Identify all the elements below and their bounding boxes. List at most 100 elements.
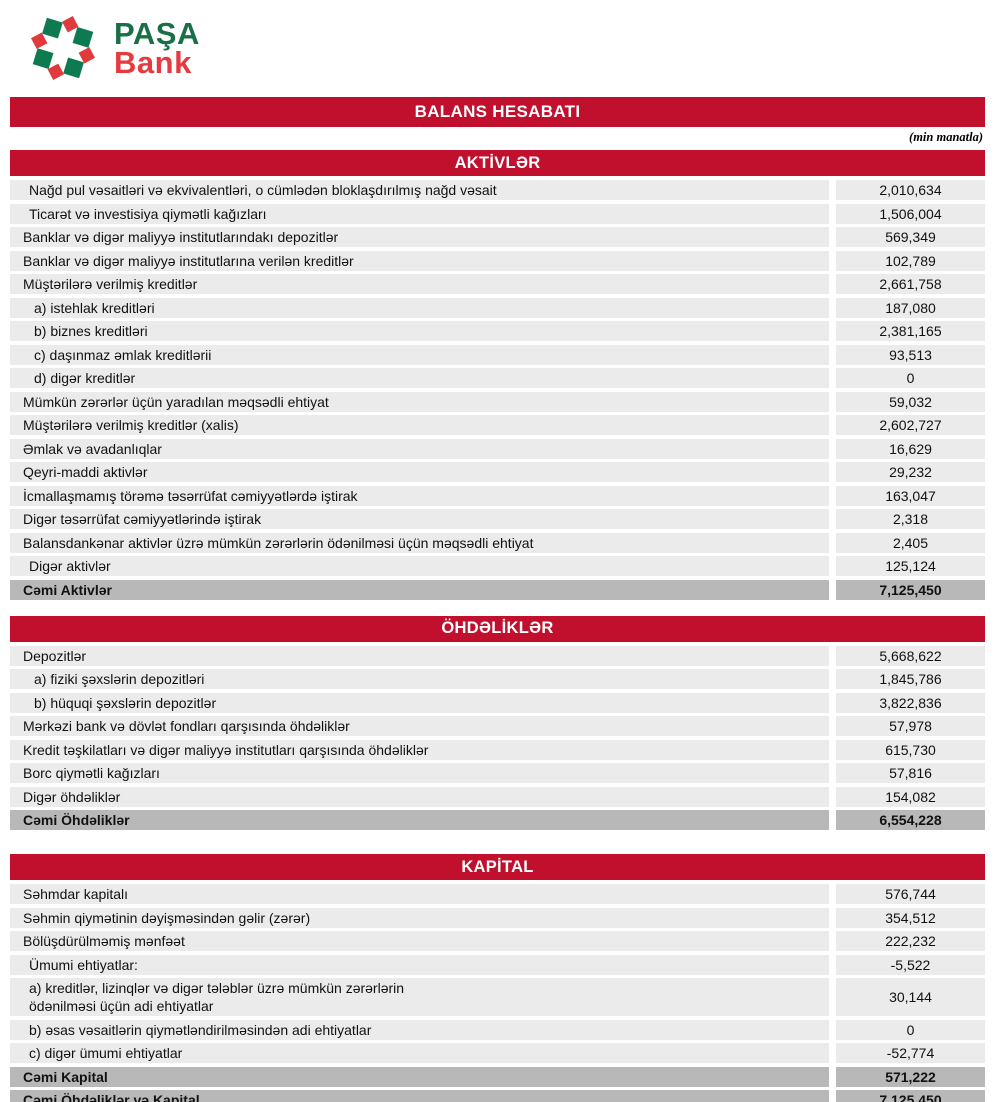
table-row: b) əsas vəsaitlərin qiymətləndirilməsind… [10,1019,985,1040]
table-row: Mərkəzi bank və dövlət fondları qarşısın… [10,716,985,736]
table-row: b) biznes kreditləri 2,381,165 [10,321,985,341]
total-row: Cəmi Kapital 571,222 [10,1066,985,1087]
row-label: Müştərilərə verilmiş kreditlər [10,274,829,294]
row-value: 187,080 [836,297,985,318]
row-value: 569,349 [836,227,985,247]
row-value: 222,232 [836,931,985,951]
table-row: Bölüşdürülməmiş mənfəət 222,232 [10,931,985,951]
row-label: b) biznes kreditləri [10,321,829,341]
row-value: -5,522 [836,954,985,975]
total-row-value: 7,125,450 [836,579,985,600]
table-row: c) daşınmaz əmlak kreditlərii 93,513 [10,344,985,365]
row-label: Əmlak və avadanlıqlar [10,438,829,459]
table-row: Digər aktivlər 125,124 [10,556,985,576]
table-row: c) digər ümumi ehtiyatlar -52,774 [10,1043,985,1063]
section-header: KAPİTAL [10,854,985,880]
row-label: Digər öhdəliklər [10,786,829,807]
row-value: 354,512 [836,907,985,928]
row-label: Depozitlər [10,645,829,666]
row-label: Mərkəzi bank və dövlət fondları qarşısın… [10,716,829,736]
row-value: 57,816 [836,763,985,783]
table-row: Depozitlər 5,668,622 [10,645,985,666]
row-value: 125,124 [836,556,985,576]
row-value: 163,047 [836,485,985,506]
table-row: Digər öhdəliklər 154,082 [10,786,985,807]
row-label: a) istehlak kreditləri [10,297,829,318]
row-label: b) əsas vəsaitlərin qiymətləndirilməsind… [10,1019,829,1040]
row-value: 2,010,634 [836,180,985,200]
row-value: -52,774 [836,1043,985,1063]
row-label: Kredit təşkilatları və digər maliyyə ins… [10,739,829,760]
table-row: Müştərilərə verilmiş kreditlər (xalis) 2,… [10,415,985,435]
row-value: 2,318 [836,509,985,529]
table-row: a) istehlak kreditləri 187,080 [10,297,985,318]
row-value: 30,144 [836,978,985,1016]
table-row: Banklar və digər maliyyə institutlarında… [10,227,985,247]
row-value: 576,744 [836,884,985,904]
total-row-label: Cəmi Aktivlər [10,579,829,600]
row-value: 5,668,622 [836,645,985,666]
total-row: Cəmi Öhdəliklər və Kapital 7,125,450 [10,1090,985,1102]
total-row-label: Cəmi Kapital [10,1066,829,1087]
row-label: Qeyri-maddi aktivlər [10,462,829,482]
section-1: AKTİVLƏR Nağd pul vəsaitləri və ekvivalen… [10,150,985,600]
table-row: Banklar və digər maliyyə institutlarına … [10,250,985,271]
table-row: Kredit təşkilatları və digər maliyyə ins… [10,739,985,760]
report-title-bar: BALANS HESABATI [10,97,985,127]
table-row: a) kreditlər, lizinqlər və digər tələblə… [10,978,985,1016]
row-value: 59,032 [836,391,985,412]
row-value: 102,789 [836,250,985,271]
row-value: 2,602,727 [836,415,985,435]
row-value: 2,405 [836,532,985,553]
bank-logo-text: PAŞA Bank [114,16,200,80]
row-label: Ticarət və investisiya qiymətli kağızlar… [10,203,829,224]
row-label: Borc qiymətli kağızları [10,763,829,783]
bank-brand-header: PAŞA Bank [0,0,1000,97]
table-row: Borc qiymətli kağızları 57,816 [10,763,985,783]
table-row: Mümkün zərərlər üçün yaradılan məqsədli … [10,391,985,412]
table-row: Qeyri-maddi aktivlər 29,232 [10,462,985,482]
total-row-value: 571,222 [836,1066,985,1087]
table-row: Müştərilərə verilmiş kreditlər 2,661,758 [10,274,985,294]
row-label: Nağd pul vəsaitləri və ekvivalentləri, o… [10,180,829,200]
unit-note: (min manatla) [909,130,983,144]
table-row: Ticarət və investisiya qiymətli kağızlar… [10,203,985,224]
row-label: Müştərilərə verilmiş kreditlər (xalis) [10,415,829,435]
row-label: Digər aktivlər [10,556,829,576]
total-row: Cəmi Aktivlər 7,125,450 [10,579,985,600]
section-header: AKTİVLƏR [10,150,985,176]
row-label: b) hüquqi şəxslərin depozitlər [10,692,829,713]
table-row: Balansdankənar aktivlər üzrə mümkün zərə… [10,532,985,553]
row-value: 1,506,004 [836,203,985,224]
row-value: 29,232 [836,462,985,482]
row-value: 2,661,758 [836,274,985,294]
row-label: Balansdankənar aktivlər üzrə mümkün zərə… [10,532,829,553]
table-row: d) digər kreditlər 0 [10,368,985,388]
row-label: c) daşınmaz əmlak kreditlərii [10,344,829,365]
logo-text-pasha: PAŞA [114,16,200,51]
row-value: 0 [836,368,985,388]
row-value: 3,822,836 [836,692,985,713]
table-row: Səhmdar kapitalı 576,744 [10,884,985,904]
report-title: BALANS HESABATI [414,102,581,121]
row-label: Ümumi ehtiyatlar: [10,954,829,975]
row-label: a) kreditlər, lizinqlər və digər tələblə… [10,978,829,1016]
section-3: KAPİTAL Səhmdar kapitalı 576,744 Səhmin qiy… [10,854,985,1102]
pasha-bank-logo-icon [31,16,95,80]
total-row-label: Cəmi Öhdəliklər [10,810,829,830]
row-value: 1,845,786 [836,669,985,689]
row-value: 0 [836,1019,985,1040]
row-value: 93,513 [836,344,985,365]
table-row: Əmlak və avadanlıqlar 16,629 [10,438,985,459]
total-row-value: 6,554,228 [836,810,985,830]
row-value: 615,730 [836,739,985,760]
table-row: Nağd pul vəsaitləri və ekvivalentləri, o… [10,180,985,200]
row-label: Digər təsərrüfat cəmiyyətlərində iştirak [10,509,829,529]
section-2: ÖHDƏLİKLƏR Depozitlər 5,668,622 a) fiziki ş… [10,615,985,830]
logo-text-bank: Bank [114,45,192,80]
row-label: Banklar və digər maliyyə institutlarında… [10,227,829,247]
row-value: 57,978 [836,716,985,736]
row-label: İcmallaşmamış törəmə təsərrüfat cəmiyyət… [10,485,829,506]
table-row: a) fiziki şəxslərin depozitləri 1,845,786 [10,669,985,689]
